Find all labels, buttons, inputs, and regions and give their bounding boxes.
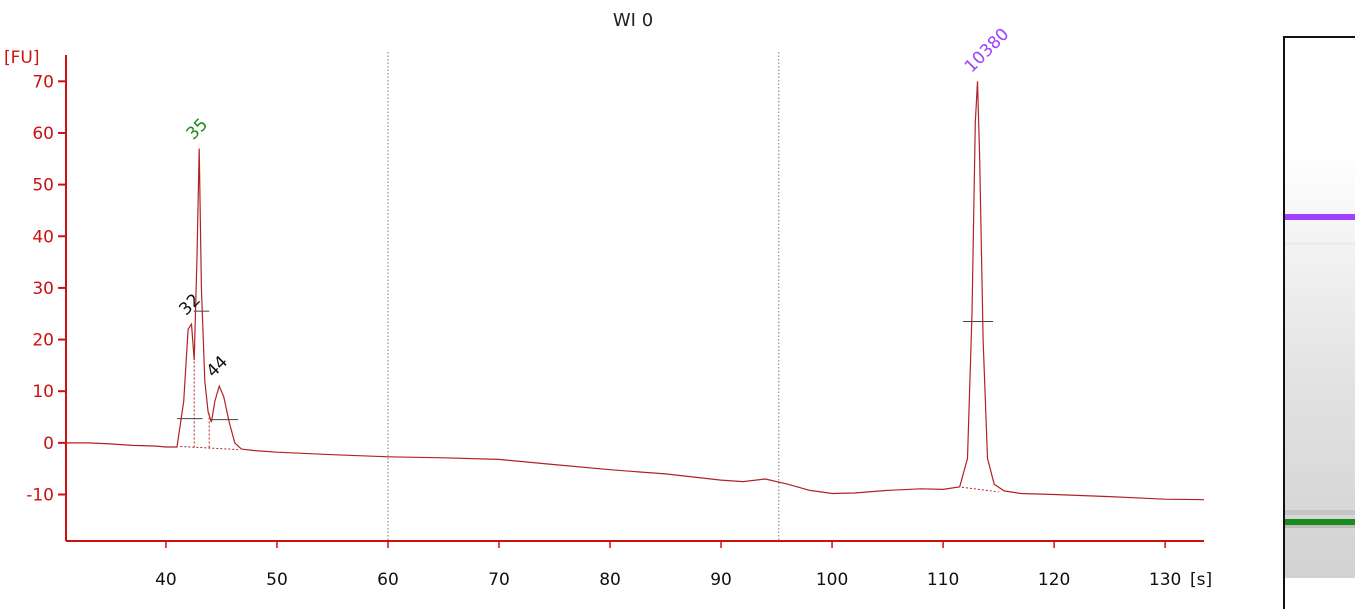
y-axis-label: [FU] [4,48,40,68]
y-ticks: -10 0 10 20 30 40 50 60 70 [26,72,66,506]
peak-baseline [961,486,999,493]
y-tick-label: 20 [32,331,54,351]
x-tick-label: 80 [599,570,621,590]
x-axis-label: [s] [1190,570,1212,590]
y-tick-label: 50 [32,176,54,196]
y-tick-label: 30 [32,279,54,299]
gel-lane-image [1285,150,1355,578]
x-tick-label: 130 [1149,570,1181,590]
peak-label: 32 [175,290,204,319]
electropherogram-chart: WI 0 [FU] [s] -10 0 10 20 30 40 50 60 70 40 50 60 7… [4,10,1212,590]
x-tick-label: 40 [155,570,177,590]
window-lines [387,52,780,541]
x-tick-label: 90 [710,570,732,590]
lane-background [1285,150,1355,578]
y-tick-label: 60 [32,124,54,144]
peak-label: 10380 [961,24,1013,76]
y-tick-label: 40 [32,227,54,247]
chart-title: WI 0 [613,10,653,31]
y-tick-label: 0 [43,434,54,454]
y-tick-label: 10 [32,382,54,402]
gel-lane [1283,36,1355,609]
x-tick-label: 60 [377,570,399,590]
x-tick-label: 70 [488,570,510,590]
lane-band-faint [1285,242,1355,245]
x-tick-label: 110 [927,570,959,590]
x-tick-label: 120 [1038,570,1070,590]
trace-line [66,81,1205,501]
x-tick-label: 100 [816,570,848,590]
x-ticks: 40 50 60 70 80 90 100 110 120 130 [155,541,1181,590]
y-tick-label: 70 [32,72,54,92]
peak-label: 44 [203,352,232,381]
peak-baseline [180,445,239,451]
lane-band-lower-shadow [1285,525,1355,528]
peak-labels: 35 32 44 10380 [175,24,1013,381]
peak-label: 35 [183,115,212,144]
y-tick-label: -10 [26,486,54,506]
x-tick-label: 50 [266,570,288,590]
lane-band-upper-marker [1285,214,1355,220]
lane-band-shadow [1285,510,1355,515]
peak-baselines [177,310,999,493]
lane-band-lower-marker [1285,519,1355,525]
